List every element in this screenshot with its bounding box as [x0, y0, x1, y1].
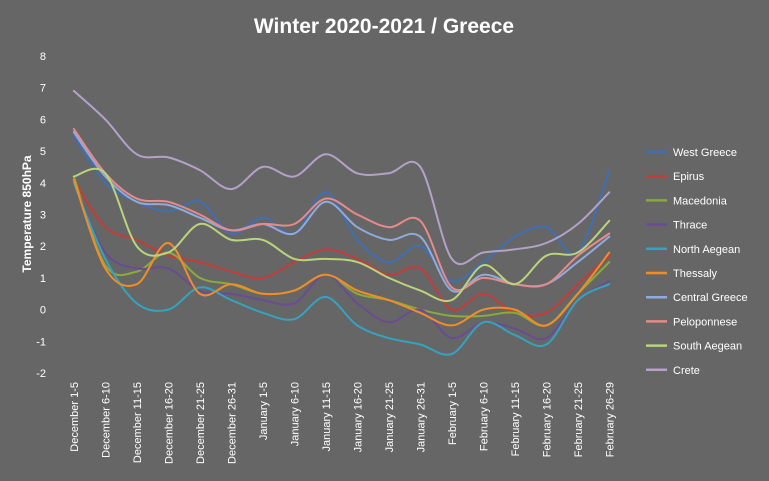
x-tick-label: February 26-29 [604, 382, 616, 457]
x-tick-label: January 21-25 [384, 382, 396, 452]
series-line-thessaly [72, 178, 611, 327]
legend-label-north-aegean: North Aegean [673, 244, 740, 256]
legend-label-thessaly: Thessaly [673, 268, 718, 280]
x-tick-label: December 16-20 [163, 382, 175, 464]
x-tick-label: December 6-10 [100, 382, 112, 458]
y-tick-label: 1 [40, 273, 46, 285]
legend-label-macedonia: Macedonia [673, 195, 728, 207]
y-tick-label: 3 [40, 210, 46, 222]
x-tick-label: January 16-20 [352, 382, 364, 452]
x-tick-label: January 11-15 [321, 382, 333, 452]
series-line-north-aegean [72, 181, 611, 356]
series-line-thrace [72, 181, 611, 341]
legend-label-crete: Crete [673, 365, 700, 377]
chart-title: Winter 2020-2021 / Greece [254, 15, 514, 38]
y-tick-label: 7 [40, 83, 46, 95]
legend-label-peloponnese: Peloponnese [673, 316, 737, 328]
y-tick-label: -1 [36, 336, 46, 348]
y-tick-label: 8 [40, 51, 46, 63]
x-tick-label: December 21-25 [195, 382, 207, 464]
x-tick-label: December 26-31 [226, 382, 238, 464]
x-tick-label: January 6-10 [289, 382, 301, 446]
x-tick-label: January 26-31 [415, 382, 427, 452]
y-tick-label: 6 [40, 114, 46, 126]
x-tick-label: December 1-5 [69, 382, 81, 452]
x-tick-label: January 1-5 [258, 382, 270, 440]
x-tick-label: December 11-15 [132, 382, 144, 463]
x-tick-label: February 16-20 [541, 382, 553, 457]
legend-label-epirus: Epirus [673, 171, 705, 183]
x-tick-label: February 1-5 [447, 382, 459, 445]
y-tick-label: 5 [40, 146, 46, 158]
x-axis-ticks: December 1-5 December 6-10 December 11-15 D… [69, 382, 617, 464]
series-line-crete [72, 89, 611, 266]
legend-label-south-aegean: South Aegean [673, 341, 742, 353]
x-tick-label: February 6-10 [478, 382, 490, 451]
x-tick-label: February 21-25 [573, 382, 585, 457]
chart-legend: West Greece Epirus Macedonia Thrace North Ae… [646, 147, 748, 377]
y-tick-label: -2 [36, 368, 46, 380]
y-axis-ticks: -2 -1 0 1 2 3 4 5 6 7 8 [36, 51, 46, 380]
y-tick-label: 4 [40, 178, 46, 190]
legend-label-central-greece: Central Greece [673, 292, 748, 304]
series-lines [72, 89, 611, 356]
legend-label-thrace: Thrace [673, 220, 707, 232]
y-axis-label: Temperature 850hPa [20, 155, 34, 272]
y-tick-label: 2 [40, 241, 46, 253]
legend-label-west-greece: West Greece [673, 147, 737, 159]
series-line-south-aegean [72, 167, 611, 303]
series-line-west-greece [72, 134, 611, 283]
y-tick-label: 0 [40, 305, 46, 317]
x-tick-label: February 11-15 [510, 382, 522, 456]
